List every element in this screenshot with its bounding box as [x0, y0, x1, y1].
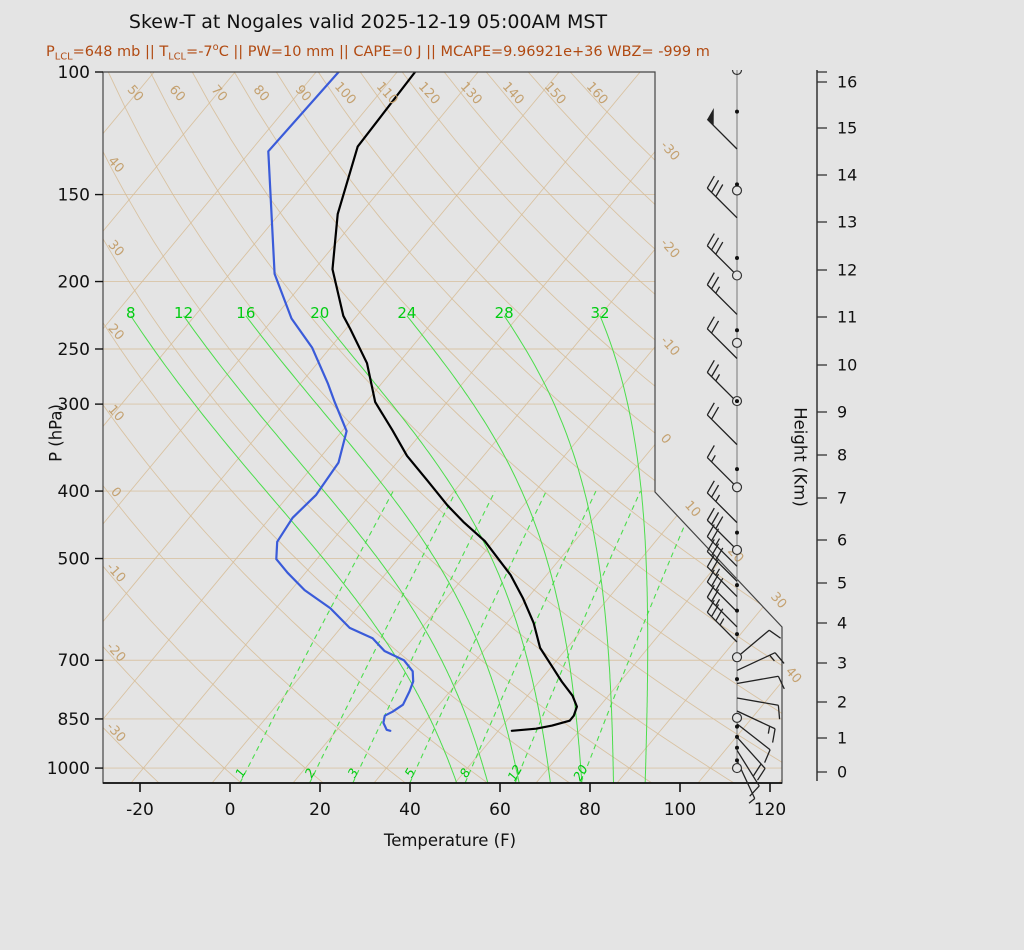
svg-text:1000: 1000: [47, 759, 90, 779]
dewpoint-curve: [267, 72, 415, 732]
svg-text:32: 32: [590, 304, 609, 322]
isotherm-lines: [103, 72, 782, 783]
svg-text:500: 500: [58, 549, 90, 569]
svg-text:40: 40: [104, 154, 126, 176]
svg-text:24: 24: [397, 304, 416, 322]
svg-text:6: 6: [837, 531, 847, 550]
svg-text:130: 130: [457, 79, 485, 107]
svg-text:30: 30: [104, 238, 126, 260]
svg-text:8: 8: [126, 304, 136, 322]
svg-text:150: 150: [541, 79, 569, 107]
svg-text:2: 2: [837, 693, 847, 712]
svg-text:700: 700: [58, 651, 90, 671]
svg-text:160: 160: [583, 79, 611, 107]
svg-text:10: 10: [104, 402, 126, 424]
temperature-axis-title: Temperature (F): [383, 831, 517, 850]
svg-text:-30: -30: [103, 720, 128, 746]
svg-text:7: 7: [837, 489, 847, 508]
svg-text:20: 20: [310, 304, 329, 322]
level-markers: [731, 109, 743, 774]
svg-text:14: 14: [837, 166, 857, 185]
svg-text:15: 15: [837, 119, 857, 138]
svg-text:-10: -10: [657, 333, 682, 359]
svg-text:140: 140: [499, 79, 527, 107]
wind-barbs: [706, 108, 785, 804]
svg-text:3: 3: [837, 654, 847, 673]
svg-text:0: 0: [225, 800, 236, 820]
svg-text:60: 60: [166, 82, 188, 104]
svg-text:20: 20: [309, 800, 331, 820]
svg-text:0: 0: [107, 485, 124, 501]
svg-text:250: 250: [58, 340, 90, 360]
svg-text:-30: -30: [657, 138, 682, 164]
svg-text:40: 40: [782, 664, 804, 686]
svg-text:16: 16: [837, 73, 857, 92]
svg-text:-20: -20: [126, 800, 154, 820]
svg-text:120: 120: [754, 800, 786, 820]
svg-text:12: 12: [174, 304, 193, 322]
svg-text:110: 110: [373, 79, 401, 107]
svg-text:10: 10: [837, 356, 857, 375]
wind-barb-column: [706, 69, 785, 804]
plot-area: [103, 72, 782, 783]
svg-text:12: 12: [837, 261, 857, 280]
svg-text:-10: -10: [103, 560, 128, 586]
mixing-ratio-lines: [239, 490, 700, 783]
svg-text:100: 100: [331, 79, 359, 107]
svg-text:8: 8: [837, 446, 847, 465]
chart-subtitle-parameters: PLCL=648 mb || TLCL=-7oC || PW=10 mm || …: [46, 42, 710, 63]
svg-text:300: 300: [58, 395, 90, 415]
svg-text:13: 13: [837, 213, 857, 232]
dry-adiabat-lines: [103, 72, 782, 783]
svg-text:30: 30: [767, 590, 789, 612]
svg-text:4: 4: [837, 614, 847, 633]
svg-text:16: 16: [236, 304, 255, 322]
svg-text:11: 11: [837, 308, 857, 327]
svg-text:80: 80: [579, 800, 601, 820]
svg-text:-20: -20: [103, 640, 128, 666]
svg-text:12: 12: [504, 762, 525, 783]
svg-text:120: 120: [415, 79, 443, 107]
svg-text:0: 0: [657, 431, 674, 447]
svg-text:100: 100: [664, 800, 696, 820]
svg-text:100: 100: [58, 63, 90, 83]
svg-text:9: 9: [837, 403, 847, 422]
moist-adiabat-lines: [130, 315, 649, 783]
temperature-axis: -20 0 20 40 60 80 100 120: [126, 783, 786, 820]
svg-text:28: 28: [495, 304, 514, 322]
svg-text:10: 10: [681, 498, 703, 520]
isoline-labels: 50 60 70 80 90 100 110 120 130 140 150 160403020100…: [103, 79, 804, 745]
chart-title: Skew-T at Nogales valid 2025-12-19 05:00…: [128, 11, 608, 33]
station-top-marker: [731, 69, 743, 76]
svg-text:850: 850: [58, 710, 90, 730]
svg-text:150: 150: [58, 186, 90, 206]
svg-text:0: 0: [837, 763, 847, 782]
svg-text:-20: -20: [657, 236, 682, 262]
pressure-gridlines: [103, 72, 782, 769]
svg-text:20: 20: [104, 321, 126, 343]
svg-text:80: 80: [250, 82, 272, 104]
svg-text:200: 200: [58, 272, 90, 292]
svg-text:1: 1: [837, 729, 847, 748]
pressure-axis: 100 150 200 250 300 400 500 700 850 1000: [47, 63, 103, 779]
svg-text:40: 40: [399, 800, 421, 820]
svg-text:5: 5: [837, 574, 847, 593]
svg-text:60: 60: [489, 800, 511, 820]
svg-text:20: 20: [570, 762, 591, 783]
moist-adiabat-labels: 8 12 16 20 24 28 32: [126, 304, 610, 322]
svg-text:400: 400: [58, 482, 90, 502]
temperature-curve: [331, 72, 578, 732]
